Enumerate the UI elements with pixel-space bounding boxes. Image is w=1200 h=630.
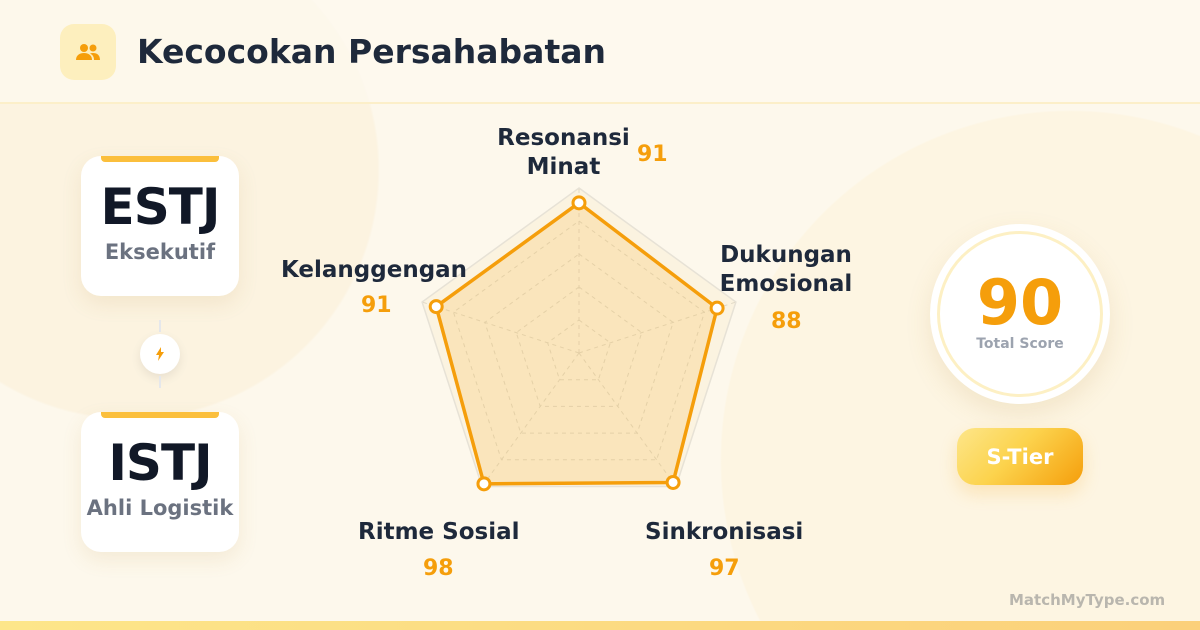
grid-ring — [547, 319, 611, 381]
footer-bar — [0, 621, 1200, 630]
value-label: 91 — [361, 293, 392, 318]
value-label: 98 — [423, 556, 454, 581]
data-area — [434, 201, 719, 486]
type-name: Ahli Logistik — [86, 496, 234, 520]
grid-spoke — [578, 301, 737, 354]
type-code: ESTJ — [100, 178, 221, 236]
connector-line — [159, 376, 161, 388]
type-name: Eksekutif — [104, 240, 216, 264]
brand-watermark: MatchMyType.com — [1009, 591, 1166, 609]
value-label: 88 — [771, 309, 802, 334]
page-title: Kecocokan Persahabatan — [137, 32, 606, 71]
total-score-label: Total Score — [976, 336, 1064, 352]
value-label: 97 — [709, 556, 740, 581]
data-point-4 — [428, 299, 444, 315]
tier-badge: S-Tier — [957, 428, 1083, 485]
data-point-2 — [665, 474, 681, 490]
users-icon — [60, 24, 116, 80]
grid-spoke — [421, 301, 580, 354]
axis-label-resonansi-minat: Resonansi Minat — [497, 125, 630, 180]
card-accent-bar — [101, 412, 219, 418]
axis-label-dukungan-emosional: Dukungan Emosional — [719, 242, 853, 297]
grid-ring — [484, 253, 674, 434]
grid-spoke — [481, 352, 580, 487]
card-accent-bar — [101, 156, 219, 162]
axis-label-kelanggengan: Kelanggengan — [281, 257, 468, 283]
grid-ring — [452, 220, 706, 461]
type-card-1: ESTJ Eksekutif — [81, 156, 239, 296]
type-card-2: ISTJ Ahli Logistik — [81, 412, 239, 552]
total-score-circle: 90 Total Score — [930, 224, 1110, 404]
header: Kecocokan Persahabatan — [0, 0, 1200, 104]
data-point-3 — [476, 476, 492, 492]
data-point-1 — [709, 300, 725, 316]
axis-label-sinkronisasi: Sinkronisasi — [645, 519, 804, 545]
total-score-value: 90 — [976, 266, 1064, 339]
grid-spoke — [578, 352, 677, 487]
type-code: ISTJ — [108, 434, 212, 492]
grid-ring — [515, 286, 643, 407]
data-point-0 — [571, 195, 587, 211]
lightning-bolt-icon — [140, 334, 180, 374]
axis-label-ritme-sosial: Ritme Sosial — [358, 519, 520, 545]
value-label: 91 — [637, 142, 668, 167]
connector-line — [159, 320, 161, 332]
